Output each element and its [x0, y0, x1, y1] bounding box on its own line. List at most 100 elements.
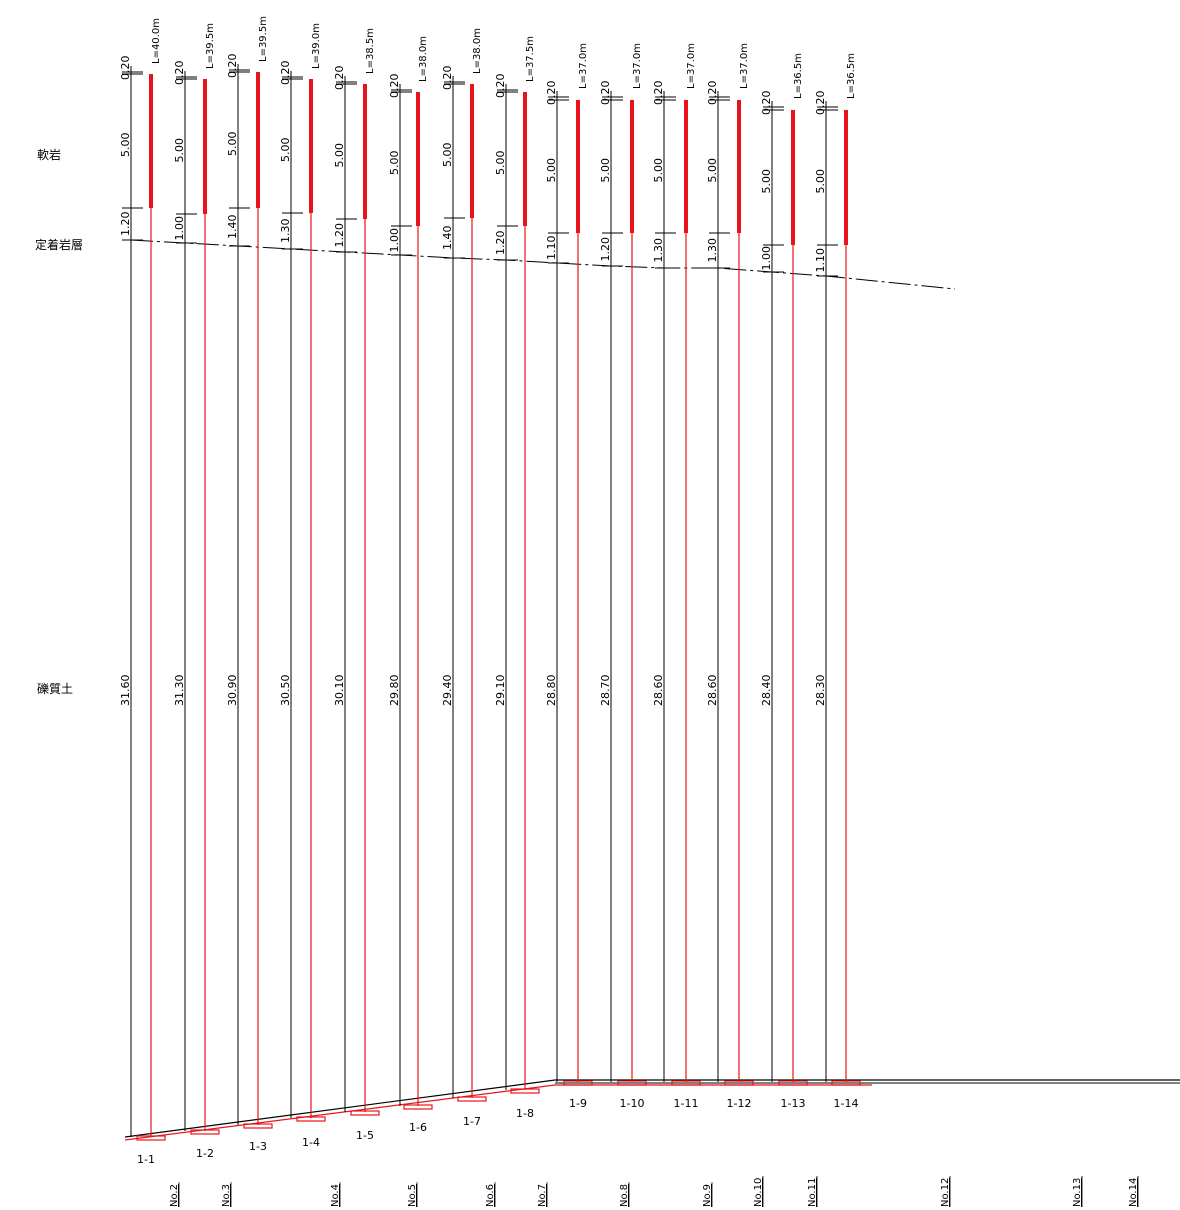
anchor-length-label: L=40.0m — [151, 18, 162, 64]
bearing-plate — [403, 1104, 433, 1110]
dim-bond-to-layer: 1.30 — [706, 238, 719, 263]
dim-bond-to-layer: 1.20 — [599, 237, 612, 262]
anchor-1-7: L=38.0m 0.20 5.00 1.40 29.40 1-7 — [441, 28, 487, 1128]
anchor-id-label: 1-2 — [196, 1147, 214, 1160]
anchor-id-label: 1-1 — [137, 1153, 155, 1166]
anchor-1-8: L=37.5m 0.20 5.00 1.20 29.10 1-8 — [494, 36, 540, 1120]
bearing-plate — [831, 1080, 861, 1086]
station-label: No.8 — [619, 1184, 630, 1207]
anchor-1-11: L=37.0m 0.20 5.00 1.30 28.60 1-11 — [652, 43, 701, 1110]
anchor-1-6: L=38.0m 0.20 5.00 1.00 29.80 1-6 — [388, 36, 433, 1134]
anchor-id-label: 1-3 — [249, 1140, 267, 1153]
bearing-plate — [350, 1110, 380, 1116]
station-label: No.9 — [702, 1184, 713, 1207]
layer-label-anchor-layer: 定着岩層 — [35, 238, 84, 252]
anchor-1-3: L=39.5m 0.20 5.00 1.40 30.90 1-3 — [226, 16, 273, 1153]
dim-to-bottom: 28.30 — [814, 675, 827, 707]
dim-free-top: 0.20 — [652, 81, 665, 106]
anchor-length-label: L=36.5m — [793, 53, 804, 99]
anchor-id-label: 1-11 — [674, 1097, 699, 1110]
dim-bond: 5.00 — [814, 169, 827, 194]
dim-bond: 5.00 — [226, 132, 239, 157]
dim-to-bottom: 30.50 — [279, 675, 292, 707]
layer-label-gravel-soil: 礫質土 — [37, 682, 74, 696]
anchor-id-label: 1-6 — [409, 1121, 427, 1134]
station-group: No.2 No.3 No.4 No.5 No.6 No.7 No.8 No.9 No.10 No.… — [169, 1176, 1139, 1207]
dim-free-top: 0.20 — [706, 81, 719, 106]
dim-bond-to-layer: 1.10 — [545, 236, 558, 261]
anchor-id-label: 1-4 — [302, 1136, 320, 1149]
anchor-1-5: L=38.5m 0.20 5.00 1.20 30.10 1-5 — [333, 28, 380, 1142]
station-label: No.14 — [1128, 1178, 1139, 1207]
dim-free-top: 0.20 — [173, 61, 186, 86]
dim-bond-to-layer: 1.00 — [173, 216, 186, 241]
dim-bond-to-layer: 1.20 — [494, 231, 507, 256]
bearing-plate-line — [124, 1084, 872, 1141]
dim-to-bottom: 31.30 — [173, 675, 186, 707]
station-label: No.7 — [537, 1184, 548, 1207]
ground-line — [124, 1079, 1180, 1138]
dim-to-bottom: 28.70 — [599, 675, 612, 707]
bearing-plate — [190, 1129, 220, 1135]
layer-label-soft-rock: 軟岩 — [37, 148, 62, 162]
station-label: No.10 — [753, 1178, 764, 1207]
anchor-length-label: L=38.5m — [365, 28, 376, 74]
anchor-1-9: L=37.0m 0.20 5.00 1.10 28.80 1-9 — [545, 43, 593, 1110]
dim-free-top: 0.20 — [545, 81, 558, 106]
anchor-id-label: 1-7 — [463, 1115, 481, 1128]
dim-bond: 5.00 — [333, 143, 346, 168]
bearing-plate — [296, 1116, 326, 1122]
anchor-length-label: L=37.5m — [525, 36, 536, 82]
anchor-1-13: L=36.5m 0.20 5.00 1.00 28.40 1-13 — [760, 53, 808, 1110]
anchor-id-label: 1-9 — [569, 1097, 587, 1110]
anchor-group: L=40.0m 0.20 5.00 1.20 31.60 1-1 L=39.5m 0.20 5.… — [119, 16, 861, 1166]
station-label: No.11 — [807, 1178, 818, 1207]
dim-to-bottom: 30.10 — [333, 675, 346, 707]
anchor-length-label: L=37.0m — [632, 43, 643, 89]
dim-bond: 5.00 — [388, 151, 401, 176]
bearing-plate — [671, 1080, 701, 1086]
anchor-1-1: L=40.0m 0.20 5.00 1.20 31.60 1-1 — [119, 18, 166, 1166]
ground-lines — [124, 1079, 1180, 1141]
dim-bond-to-layer: 1.40 — [226, 215, 239, 240]
station-label: No.6 — [485, 1184, 496, 1207]
anchor-layer-line — [130, 239, 956, 290]
dim-free-top: 0.20 — [333, 66, 346, 91]
anchor-length-label: L=39.5m — [258, 16, 269, 62]
dim-free-top: 0.20 — [599, 81, 612, 106]
dim-free-top: 0.20 — [760, 91, 773, 116]
dim-bond: 5.00 — [706, 158, 719, 183]
station-label: No.13 — [1072, 1178, 1083, 1207]
bearing-plate — [563, 1080, 593, 1086]
dim-to-bottom: 28.40 — [760, 675, 773, 707]
bearing-plate — [510, 1088, 540, 1094]
station-label: No.5 — [407, 1184, 418, 1207]
anchor-1-2: L=39.5m 0.20 5.00 1.00 31.30 1-2 — [173, 23, 220, 1160]
dim-bond: 5.00 — [599, 158, 612, 183]
bearing-plate — [457, 1096, 487, 1102]
anchor-1-14: L=36.5m 0.20 5.00 1.10 28.30 1-14 — [814, 53, 861, 1110]
dim-to-bottom: 29.10 — [494, 675, 507, 707]
dim-to-bottom: 28.80 — [545, 675, 558, 707]
dim-to-bottom: 30.90 — [226, 675, 239, 707]
anchor-id-label: 1-13 — [781, 1097, 806, 1110]
anchor-1-4: L=39.0m 0.20 5.00 1.30 30.50 1-4 — [279, 23, 326, 1149]
dim-free-top: 0.20 — [388, 74, 401, 99]
dim-bond: 5.00 — [494, 151, 507, 176]
dim-to-bottom: 28.60 — [706, 675, 719, 707]
dim-free-top: 0.20 — [814, 91, 827, 116]
anchor-length-label: L=39.5m — [205, 23, 216, 69]
dim-bond: 5.00 — [173, 138, 186, 163]
dim-bond-to-layer: 1.40 — [441, 226, 454, 251]
anchor-length-label: L=38.0m — [472, 28, 483, 74]
dim-bond-to-layer: 1.20 — [333, 223, 346, 248]
anchor-id-label: 1-8 — [516, 1107, 534, 1120]
bearing-plate — [617, 1080, 647, 1086]
dim-free-top: 0.20 — [279, 61, 292, 86]
dim-free-top: 0.20 — [119, 56, 132, 81]
dim-bond-to-layer: 1.00 — [388, 228, 401, 253]
anchor-1-10: L=37.0m 0.20 5.00 1.20 28.70 1-10 — [599, 43, 647, 1110]
dim-to-bottom: 29.40 — [441, 675, 454, 707]
anchor-id-label: 1-12 — [727, 1097, 752, 1110]
